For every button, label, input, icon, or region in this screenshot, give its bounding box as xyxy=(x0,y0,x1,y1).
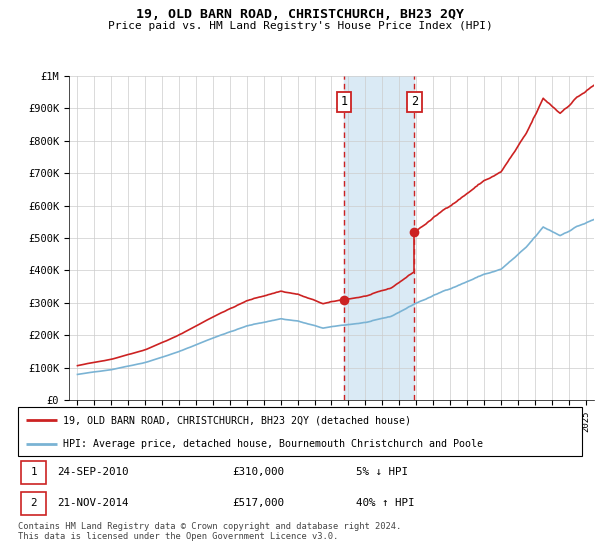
Text: 19, OLD BARN ROAD, CHRISTCHURCH, BH23 2QY (detached house): 19, OLD BARN ROAD, CHRISTCHURCH, BH23 2Q… xyxy=(63,416,411,426)
Text: 40% ↑ HPI: 40% ↑ HPI xyxy=(356,498,415,508)
Text: 1: 1 xyxy=(340,95,347,108)
Bar xyxy=(21,460,46,483)
Text: 19, OLD BARN ROAD, CHRISTCHURCH, BH23 2QY: 19, OLD BARN ROAD, CHRISTCHURCH, BH23 2Q… xyxy=(136,8,464,21)
Text: £310,000: £310,000 xyxy=(232,467,284,477)
Text: HPI: Average price, detached house, Bournemouth Christchurch and Poole: HPI: Average price, detached house, Bour… xyxy=(63,439,483,449)
Text: 5% ↓ HPI: 5% ↓ HPI xyxy=(356,467,409,477)
Text: 2: 2 xyxy=(30,498,37,508)
Bar xyxy=(21,492,46,515)
Bar xyxy=(344,76,415,400)
Text: 1: 1 xyxy=(30,467,37,477)
Text: £517,000: £517,000 xyxy=(232,498,284,508)
Text: 21-NOV-2014: 21-NOV-2014 xyxy=(58,498,129,508)
Text: Contains HM Land Registry data © Crown copyright and database right 2024.
This d: Contains HM Land Registry data © Crown c… xyxy=(18,522,401,542)
Text: Price paid vs. HM Land Registry's House Price Index (HPI): Price paid vs. HM Land Registry's House … xyxy=(107,21,493,31)
Text: 2: 2 xyxy=(411,95,418,108)
Text: 24-SEP-2010: 24-SEP-2010 xyxy=(58,467,129,477)
